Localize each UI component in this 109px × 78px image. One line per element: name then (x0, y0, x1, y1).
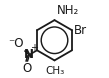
Text: +: + (30, 43, 38, 53)
Text: CH₃: CH₃ (45, 66, 64, 76)
Text: O: O (22, 62, 32, 75)
Text: Br: Br (74, 24, 87, 37)
Text: ⁻O: ⁻O (9, 37, 24, 50)
Text: NH₂: NH₂ (57, 4, 79, 17)
Text: N: N (24, 48, 33, 61)
